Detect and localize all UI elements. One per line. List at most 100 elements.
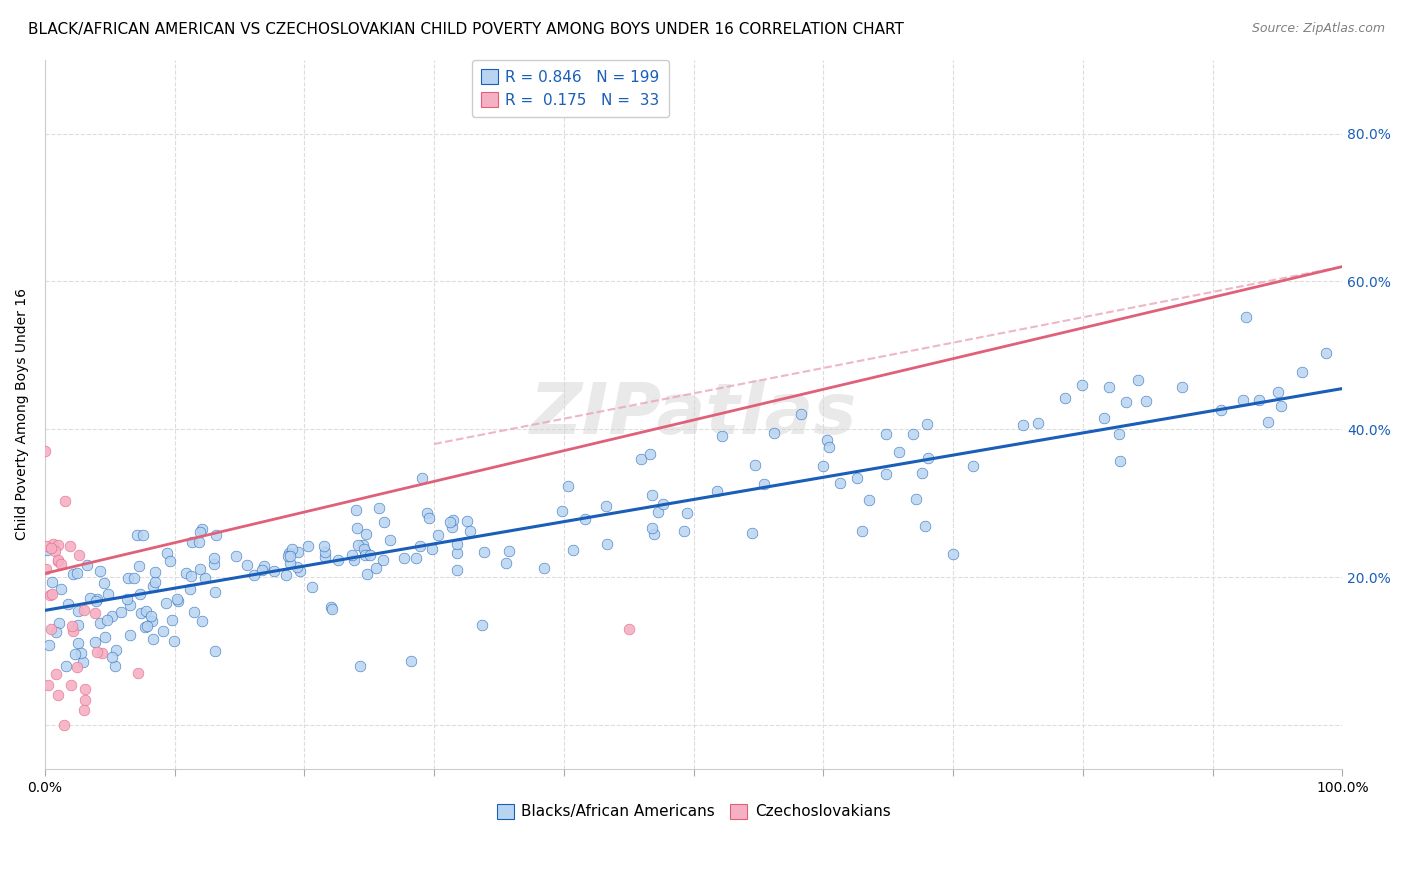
- Point: [813, 459, 835, 474]
- Point: [914, 518, 936, 533]
- Point: [471, 618, 494, 632]
- Point: [472, 545, 495, 559]
- Point: [37, 678, 59, 692]
- Point: [46, 538, 69, 552]
- Point: [574, 512, 596, 526]
- Point: [846, 471, 869, 485]
- Point: [46, 554, 69, 568]
- Point: [143, 574, 166, 589]
- Point: [354, 549, 377, 563]
- Point: [83, 634, 105, 648]
- Point: [67, 636, 90, 650]
- Legend: Blacks/African Americans, Czechoslovakians: Blacks/African Americans, Czechoslovakia…: [491, 797, 897, 825]
- Point: [104, 642, 127, 657]
- Y-axis label: Child Poverty Among Boys Under 16: Child Poverty Among Boys Under 16: [15, 288, 30, 541]
- Point: [371, 553, 394, 567]
- Point: [252, 563, 274, 577]
- Point: [1267, 384, 1289, 399]
- Point: [643, 527, 665, 541]
- Point: [236, 558, 259, 572]
- Point: [439, 515, 461, 529]
- Point: [243, 568, 266, 582]
- Point: [446, 546, 468, 560]
- Point: [278, 546, 301, 560]
- Point: [349, 658, 371, 673]
- Point: [191, 614, 214, 628]
- Point: [373, 516, 395, 530]
- Point: [754, 476, 776, 491]
- Point: [66, 604, 89, 618]
- Point: [285, 559, 308, 574]
- Point: [1012, 417, 1035, 432]
- Point: [63, 647, 86, 661]
- Text: ZIPatlas: ZIPatlas: [530, 380, 858, 449]
- Point: [319, 600, 342, 615]
- Point: [647, 505, 669, 519]
- Point: [101, 609, 124, 624]
- Point: [128, 558, 150, 573]
- Point: [290, 564, 312, 578]
- Point: [179, 582, 201, 597]
- Point: [347, 538, 370, 552]
- Point: [561, 543, 583, 558]
- Point: [297, 539, 319, 553]
- Point: [188, 562, 211, 576]
- Point: [875, 427, 897, 442]
- Point: [1092, 411, 1115, 425]
- Point: [1026, 416, 1049, 430]
- Point: [35, 539, 58, 553]
- Point: [44, 543, 66, 558]
- Point: [41, 587, 63, 601]
- Point: [117, 591, 139, 606]
- Point: [672, 524, 695, 538]
- Point: [263, 565, 285, 579]
- Point: [1108, 426, 1130, 441]
- Point: [1315, 346, 1337, 360]
- Point: [458, 524, 481, 538]
- Point: [127, 665, 149, 680]
- Point: [651, 497, 673, 511]
- Point: [352, 538, 374, 552]
- Point: [135, 604, 157, 618]
- Point: [38, 638, 60, 652]
- Point: [301, 580, 323, 594]
- Point: [1115, 395, 1137, 409]
- Point: [356, 567, 378, 582]
- Point: [181, 535, 204, 549]
- Point: [49, 558, 72, 572]
- Point: [276, 568, 298, 582]
- Point: [97, 587, 120, 601]
- Point: [346, 521, 368, 535]
- Point: [344, 502, 367, 516]
- Point: [84, 593, 107, 607]
- Point: [73, 703, 96, 717]
- Point: [366, 561, 388, 575]
- Point: [1249, 392, 1271, 407]
- Point: [962, 459, 984, 474]
- Point: [73, 693, 96, 707]
- Point: [135, 619, 157, 633]
- Point: [638, 447, 661, 461]
- Point: [710, 429, 733, 443]
- Point: [595, 499, 617, 513]
- Point: [118, 628, 141, 642]
- Point: [917, 450, 939, 465]
- Point: [1109, 454, 1132, 468]
- Point: [67, 618, 90, 632]
- Point: [440, 520, 463, 534]
- Point: [875, 467, 897, 482]
- Point: [889, 444, 911, 458]
- Point: [1234, 310, 1257, 325]
- Point: [134, 620, 156, 634]
- Point: [86, 591, 108, 606]
- Point: [418, 511, 440, 525]
- Point: [551, 504, 574, 518]
- Point: [45, 667, 67, 681]
- Point: [142, 632, 165, 646]
- Point: [280, 542, 302, 557]
- Point: [174, 566, 197, 580]
- Point: [89, 616, 111, 631]
- Text: Source: ZipAtlas.com: Source: ZipAtlas.com: [1251, 22, 1385, 36]
- Point: [321, 602, 343, 616]
- Point: [915, 417, 938, 431]
